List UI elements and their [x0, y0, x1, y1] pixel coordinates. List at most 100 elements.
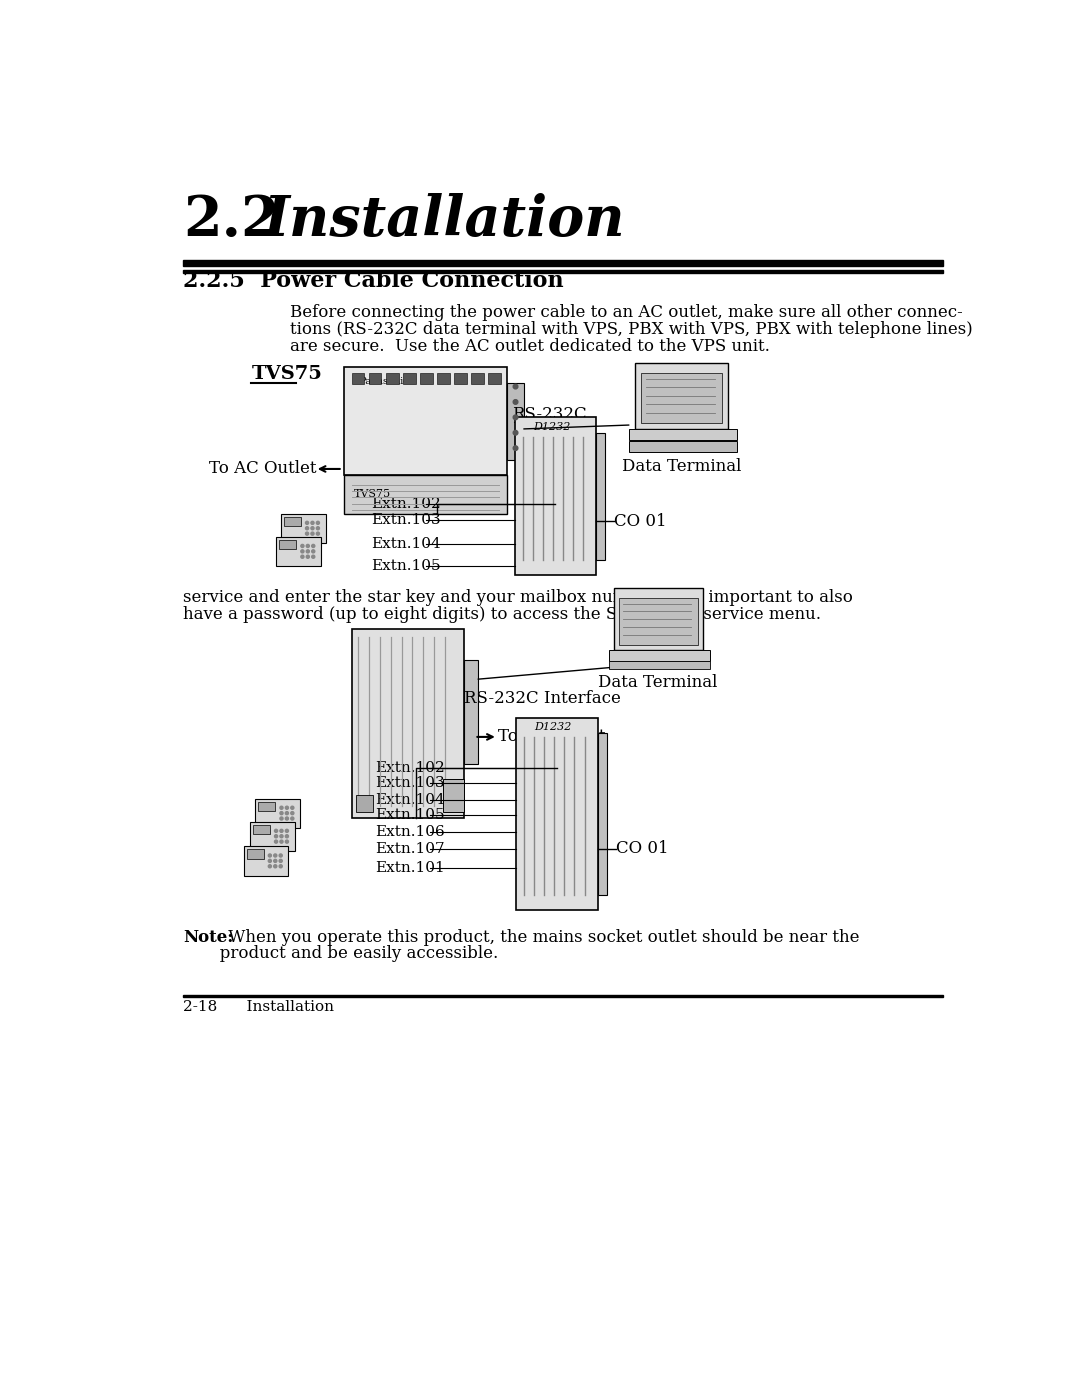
- Bar: [437, 374, 449, 385]
- Circle shape: [274, 839, 278, 844]
- Circle shape: [312, 544, 314, 547]
- Bar: [455, 374, 467, 385]
- Text: When you operate this product, the mains socket outlet should be near the: When you operate this product, the mains…: [224, 929, 860, 946]
- Text: Extn.102: Extn.102: [372, 498, 441, 512]
- Circle shape: [307, 544, 309, 547]
- Circle shape: [306, 532, 309, 536]
- Text: Extn.101: Extn.101: [375, 860, 445, 874]
- Bar: [516, 718, 597, 911]
- Bar: [345, 368, 507, 476]
- Circle shape: [268, 865, 271, 867]
- Bar: [352, 374, 364, 385]
- Circle shape: [279, 853, 282, 858]
- Bar: [488, 374, 501, 385]
- Bar: [609, 662, 710, 669]
- Circle shape: [513, 385, 517, 389]
- Bar: [635, 364, 728, 429]
- Text: 2-18      Installation: 2-18 Installation: [183, 1000, 334, 1014]
- Text: D1232: D1232: [532, 422, 570, 432]
- Text: Installation: Installation: [262, 193, 624, 248]
- Circle shape: [513, 416, 517, 420]
- Bar: [403, 374, 416, 385]
- Bar: [619, 599, 698, 645]
- Text: To AC Outlet: To AC Outlet: [208, 460, 316, 477]
- Circle shape: [316, 522, 320, 525]
- Bar: [258, 802, 275, 811]
- Bar: [284, 516, 301, 526]
- Text: Extn.106: Extn.106: [375, 825, 445, 839]
- Circle shape: [285, 811, 288, 814]
- Text: To AC Outlet: To AC Outlet: [498, 729, 605, 746]
- Text: Extn.107: Extn.107: [375, 842, 445, 856]
- Bar: [629, 441, 738, 452]
- Bar: [596, 432, 606, 560]
- Circle shape: [280, 830, 283, 832]
- Text: Note:: Note:: [183, 929, 233, 946]
- Text: service and enter the star key and your mailbox number.  It is important to also: service and enter the star key and your …: [183, 589, 853, 606]
- Circle shape: [311, 526, 314, 530]
- Circle shape: [268, 853, 271, 858]
- Text: tions (RS-232C data terminal with VPS, PBX with VPS, PBX with telephone lines): tions (RS-232C data terminal with VPS, P…: [291, 320, 973, 339]
- Circle shape: [285, 817, 288, 820]
- Circle shape: [280, 817, 283, 820]
- Circle shape: [316, 532, 320, 536]
- Circle shape: [291, 811, 294, 814]
- Circle shape: [311, 522, 314, 525]
- Circle shape: [306, 526, 309, 530]
- Text: Extn.103: Extn.103: [375, 776, 445, 790]
- Bar: [515, 417, 596, 575]
- Circle shape: [301, 544, 303, 547]
- Bar: [255, 799, 300, 828]
- Text: Data Terminal: Data Terminal: [622, 457, 741, 476]
- Bar: [609, 651, 710, 662]
- Circle shape: [513, 431, 517, 435]
- Circle shape: [301, 550, 303, 553]
- Bar: [642, 372, 721, 422]
- Text: Before connecting the power cable to an AC outlet, make sure all other connec-: Before connecting the power cable to an …: [291, 304, 962, 322]
- Bar: [253, 824, 270, 834]
- Bar: [356, 795, 373, 811]
- Circle shape: [285, 830, 288, 832]
- Circle shape: [273, 865, 276, 867]
- Text: Extn.105: Extn.105: [372, 560, 441, 574]
- Circle shape: [307, 550, 309, 553]
- Text: Extn.104: Extn.104: [375, 793, 445, 807]
- Text: product and be easily accessible.: product and be easily accessible.: [183, 944, 498, 961]
- Circle shape: [274, 830, 278, 832]
- Text: CO 01: CO 01: [616, 839, 669, 858]
- Text: Extn.102: Extn.102: [375, 761, 445, 775]
- Circle shape: [316, 526, 320, 530]
- Bar: [597, 733, 607, 895]
- Circle shape: [513, 446, 517, 450]
- Circle shape: [291, 817, 294, 820]
- Text: Panasonic: Panasonic: [360, 376, 409, 386]
- Circle shape: [280, 839, 283, 844]
- Circle shape: [280, 806, 283, 809]
- Text: 2.2.5  Power Cable Connection: 2.2.5 Power Cable Connection: [183, 270, 564, 292]
- Circle shape: [285, 835, 288, 838]
- Text: 2.2: 2.2: [183, 193, 280, 248]
- Text: Extn.105: Extn.105: [375, 809, 445, 823]
- Circle shape: [280, 835, 283, 838]
- Bar: [279, 540, 296, 548]
- Bar: [345, 476, 507, 513]
- Circle shape: [312, 555, 314, 558]
- Text: are secure.  Use the AC outlet dedicated to the VPS unit.: are secure. Use the AC outlet dedicated …: [291, 339, 770, 355]
- Bar: [246, 849, 264, 859]
- Circle shape: [280, 811, 283, 814]
- Circle shape: [306, 522, 309, 525]
- Text: CO 01: CO 01: [613, 513, 666, 530]
- Text: Extn.103: Extn.103: [372, 513, 441, 527]
- Text: RS-232C Interface: RS-232C Interface: [464, 690, 621, 706]
- Circle shape: [311, 532, 314, 536]
- Bar: [464, 660, 478, 764]
- Bar: [352, 630, 464, 818]
- Bar: [420, 374, 433, 385]
- Bar: [281, 513, 326, 543]
- Bar: [276, 537, 321, 567]
- Circle shape: [285, 839, 288, 844]
- Text: D1232: D1232: [535, 722, 571, 732]
- Circle shape: [268, 859, 271, 862]
- Circle shape: [274, 835, 278, 838]
- Bar: [471, 374, 484, 385]
